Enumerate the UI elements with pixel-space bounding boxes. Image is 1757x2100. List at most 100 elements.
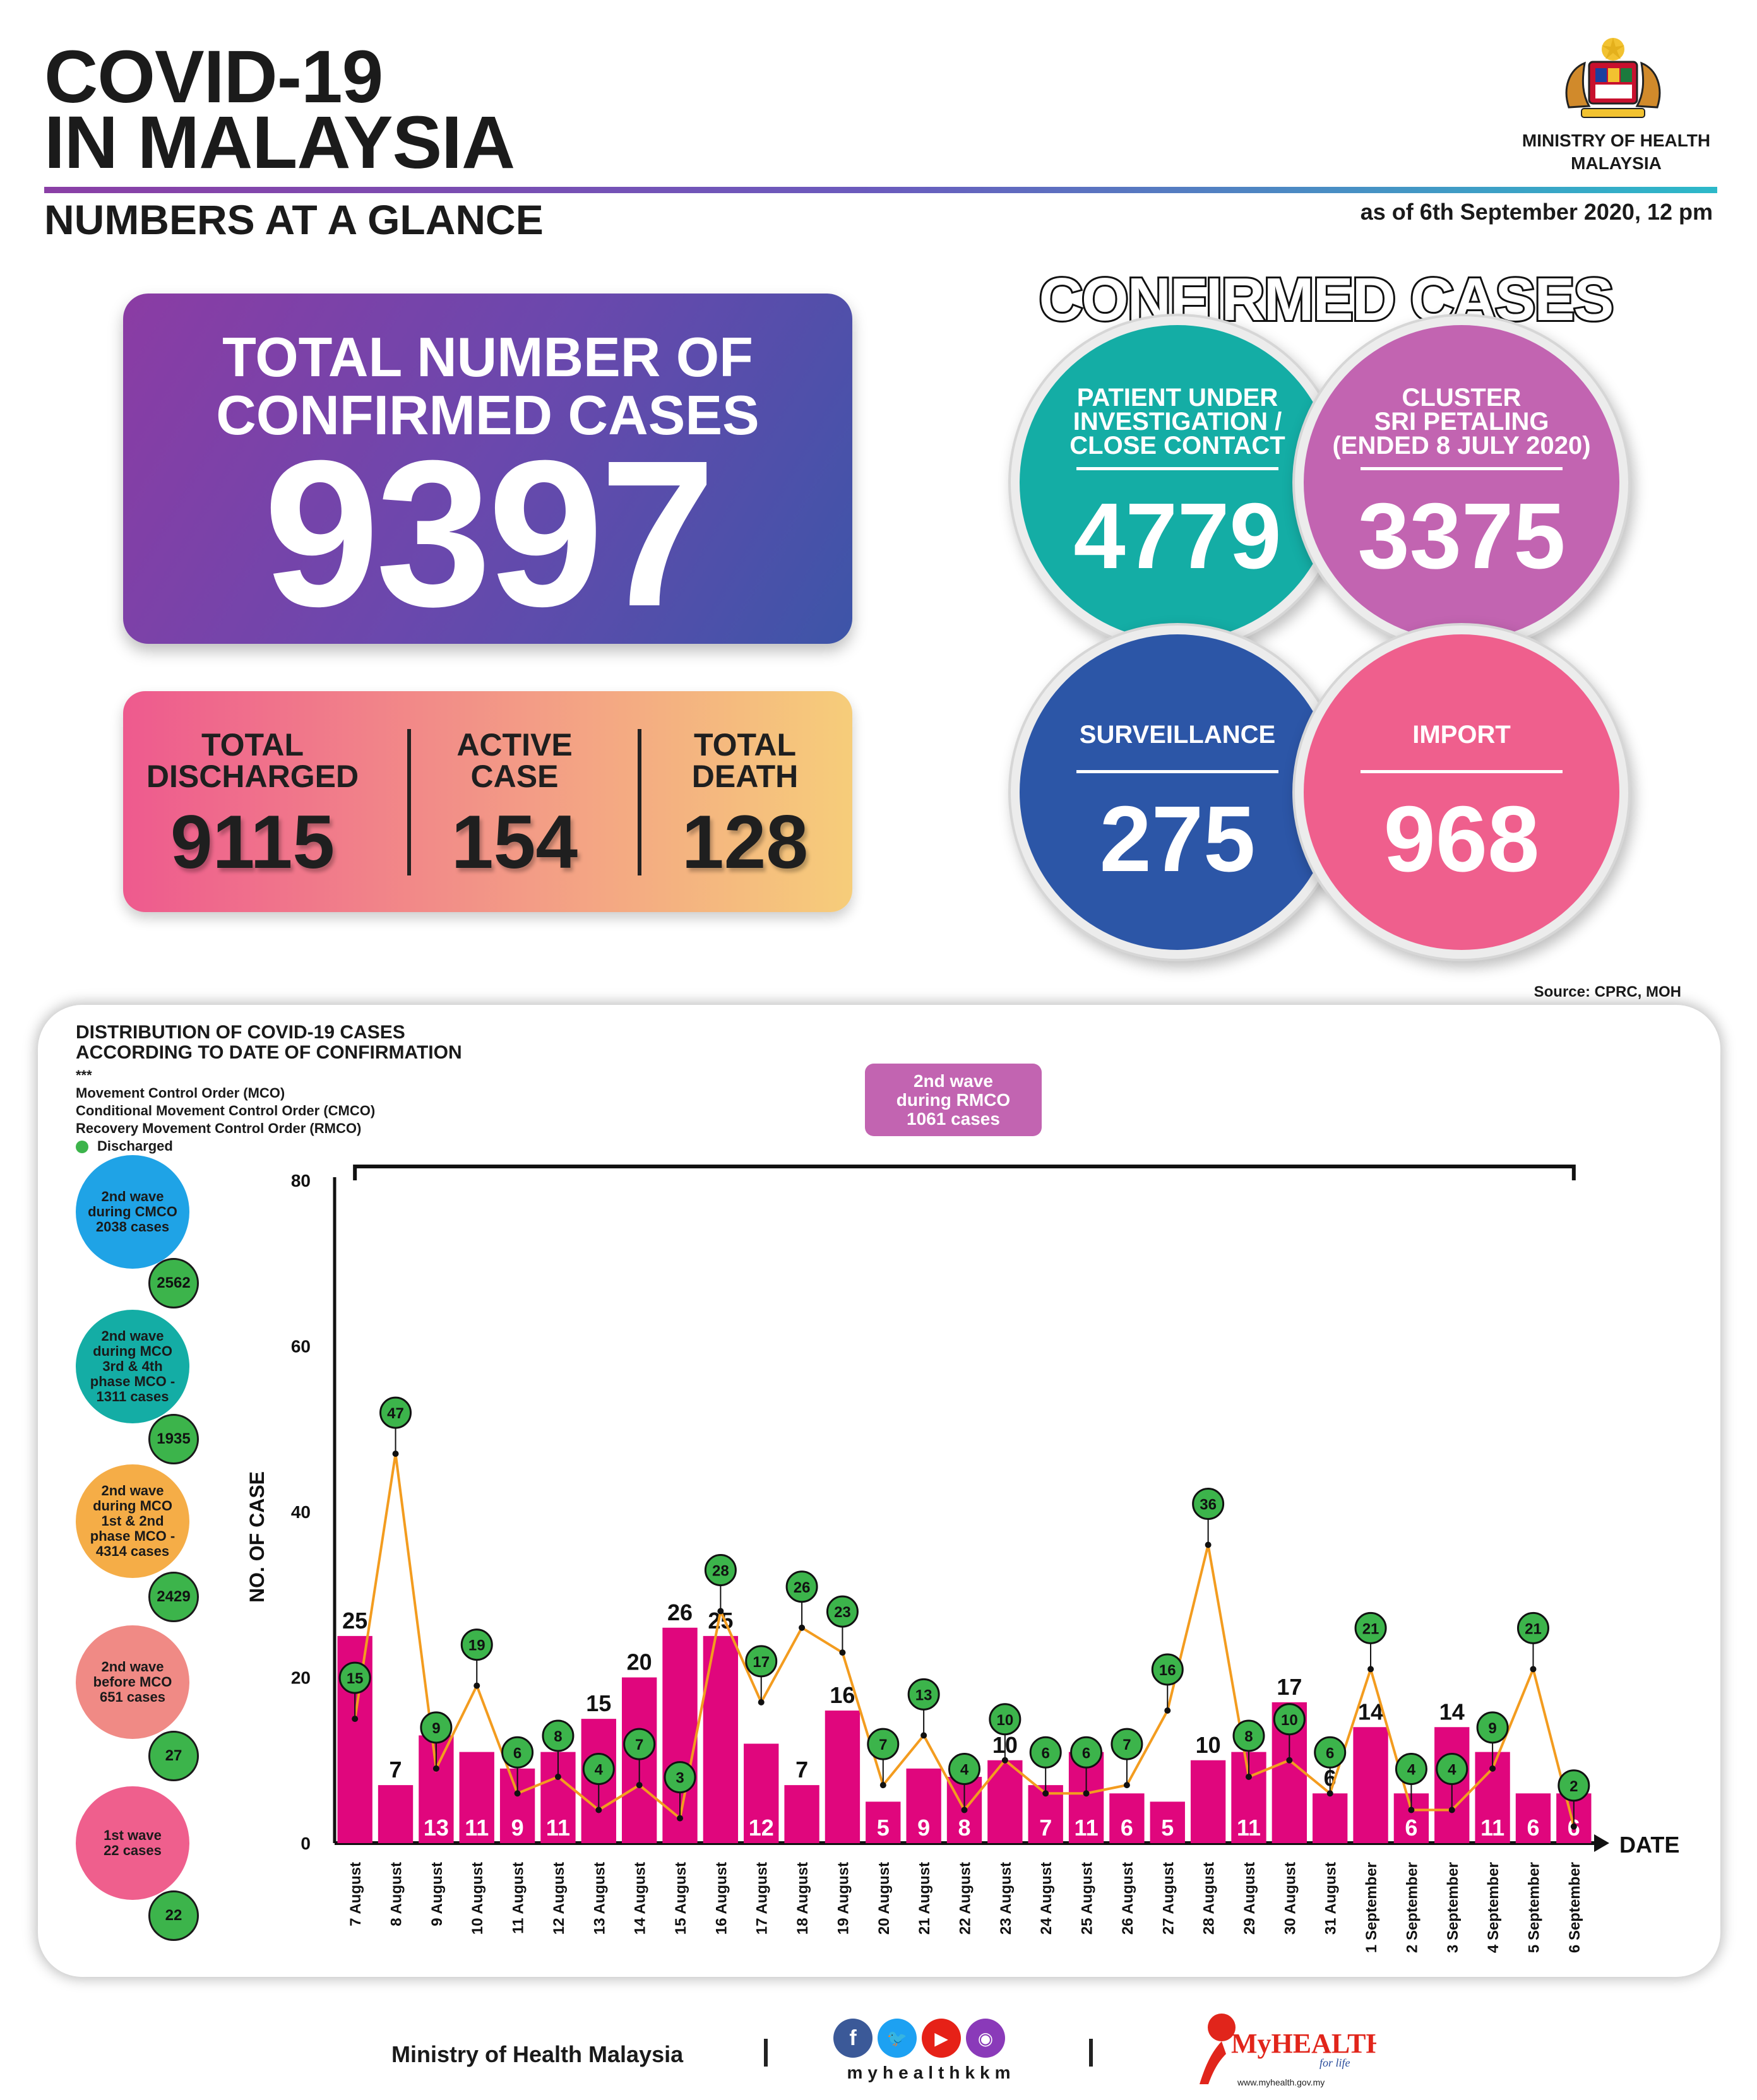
summary-stats-card: TOTAL DISCHARGED 9115 ACTIVE CASE 154 TO…: [123, 691, 852, 912]
rmco-bracket: [353, 1165, 1576, 1180]
discharged-value-label: 16: [1159, 1662, 1176, 1679]
circle-divider: [1361, 467, 1563, 470]
discharged-value-label: 4: [1407, 1762, 1416, 1779]
discharged-value-label: 10: [1281, 1712, 1298, 1729]
discharged-dot-icon: [76, 1141, 88, 1154]
discharged-bubble: [1354, 1611, 1387, 1644]
bar: [744, 1743, 779, 1843]
bar-value-label: 6: [1527, 1815, 1539, 1841]
x-tick-label: 6 September: [1566, 1862, 1583, 1953]
bar-value-label: 15: [586, 1690, 611, 1716]
discharged-bubble: [989, 1703, 1021, 1736]
circle-value: 968: [1383, 787, 1540, 891]
wave-mco-34-discharged-badge: 1935: [148, 1414, 199, 1464]
bar-value-label: 10: [1196, 1732, 1221, 1758]
circle-surveillance: SURVEILLANCE 275: [1020, 634, 1335, 950]
circle-cluster-sri-petaling: CLUSTER SRI PETALING (ENDED 8 JULY 2020)…: [1304, 325, 1619, 641]
x-tick-label: 30 August: [1282, 1862, 1299, 1935]
bar-value-label: 26: [667, 1599, 693, 1625]
bar: [1515, 1793, 1551, 1843]
discharged-value-label: 23: [834, 1604, 851, 1621]
bar: [784, 1785, 819, 1843]
discharged-bubble: [1476, 1711, 1509, 1744]
legend-discharged-label: Discharged: [97, 1138, 173, 1154]
page-subtitle: NUMBERS AT A GLANCE: [44, 196, 544, 243]
discharged-bubble: [1192, 1488, 1225, 1520]
wave-mco-34: 2nd wave during MCO 3rd & 4th phase MCO …: [76, 1310, 189, 1423]
x-tick-label: 11 August: [510, 1862, 527, 1934]
wave-first-discharged-badge: 22: [148, 1890, 199, 1941]
legend-note: ***: [76, 1067, 92, 1083]
bar-value-label: 7: [1039, 1815, 1052, 1841]
circle-divider: [1076, 467, 1278, 470]
y-tick-label: 0: [301, 1834, 311, 1853]
bar-value-label: 11: [1075, 1815, 1099, 1841]
discharged-bubble: [907, 1678, 940, 1711]
discharged-value-label: 4: [960, 1762, 969, 1779]
x-tick-label: 24 August: [1038, 1862, 1055, 1935]
ministry-name: MINISTRY OF HEALTH MALAYSIA: [1522, 131, 1711, 173]
discharged-bubble: [1395, 1753, 1427, 1785]
bar: [825, 1711, 861, 1843]
x-tick-label: 14 August: [632, 1862, 649, 1935]
legend-cmco: Conditional Movement Control Order (CMCO…: [76, 1103, 376, 1118]
bar-value-label: 5: [1161, 1815, 1174, 1841]
x-tick-label: 18 August: [794, 1862, 811, 1935]
discharged-bubble: [1111, 1728, 1143, 1760]
x-tick-label: 7 August: [347, 1862, 364, 1926]
discharged-value-label: 9: [432, 1720, 440, 1737]
footer-separator: [1089, 2039, 1093, 2067]
discharged-value-label: 9: [1488, 1720, 1496, 1737]
x-tick-label: 1 September: [1363, 1862, 1380, 1953]
facebook-icon[interactable]: f: [833, 2019, 873, 2058]
wave-before-mco: 2nd wave before MCO 651 cases: [76, 1625, 189, 1739]
discharged-bubble: [826, 1595, 859, 1628]
discharged-value-label: 7: [879, 1736, 887, 1753]
y-tick-label: 80: [291, 1171, 311, 1190]
discharged-bubble: [867, 1728, 900, 1760]
x-tick-label: 29 August: [1241, 1862, 1258, 1935]
bar: [1150, 1801, 1185, 1843]
bar-value-label: 14: [1439, 1699, 1465, 1724]
discharged-value-label: 3: [676, 1770, 684, 1787]
discharged-value-label: 7: [1123, 1736, 1131, 1753]
discharged-bubble: [582, 1753, 615, 1785]
stat-divider: [638, 729, 641, 875]
discharged-value-label: 28: [712, 1563, 729, 1580]
circle-label: SURVEILLANCE: [1079, 721, 1276, 749]
bar-value-label: 6: [1405, 1815, 1417, 1841]
myhealth-tagline: for life: [1319, 2056, 1350, 2069]
stat-label: TOTAL DISCHARGED: [146, 727, 359, 794]
discharged-value-label: 21: [1362, 1620, 1379, 1637]
myhealth-logo: MyHEALTH for life www.myhealth.gov.my: [1200, 2014, 1376, 2087]
myhealth-wordmark: MyHEALTH: [1231, 2028, 1376, 2059]
bar-value-label: 9: [917, 1815, 930, 1841]
confirmed-cases-title-stroke: CONFIRMED CASES: [1037, 264, 1616, 335]
bar-value-label: 11: [546, 1815, 570, 1841]
wave-before-mco-discharged-badge: 27: [148, 1731, 199, 1781]
stat-label: ACTIVE CASE: [456, 727, 573, 794]
x-tick-label: 31 August: [1323, 1862, 1340, 1935]
x-tick-label: 9 August: [429, 1862, 446, 1926]
discharged-value-label: 8: [1244, 1728, 1253, 1745]
youtube-icon[interactable]: ▶: [922, 2019, 961, 2058]
discharged-bubble: [623, 1728, 656, 1760]
wave-cmco: 2nd wave during CMCO 2038 cases: [76, 1155, 189, 1269]
twitter-icon[interactable]: 🐦: [878, 2019, 917, 2058]
wave-first: 1st wave 22 cases: [76, 1786, 189, 1900]
discharged-bubble: [1436, 1753, 1468, 1785]
x-tick-label: 21 August: [916, 1862, 933, 1935]
instagram-icon[interactable]: ◉: [966, 2019, 1005, 2058]
discharged-bubble: [1273, 1703, 1306, 1736]
confirmed-cases-title: CONFIRMED CASES CONFIRMED CASES: [985, 264, 1667, 335]
circle-import: IMPORT 968: [1304, 634, 1619, 950]
discharged-bubble: [1516, 1611, 1549, 1644]
discharged-value-label: 4: [1448, 1762, 1456, 1779]
bar: [906, 1768, 941, 1843]
x-tick-label: 5 September: [1525, 1862, 1542, 1953]
discharged-value-label: 7: [635, 1736, 643, 1753]
bar-value-label: 8: [958, 1815, 970, 1841]
chart-title: DISTRIBUTION OF COVID-19 CASES ACCORDING…: [76, 1022, 462, 1063]
wave-cmco-discharged-badge: 2562: [148, 1258, 199, 1308]
discharged-bubble: [1232, 1719, 1265, 1752]
